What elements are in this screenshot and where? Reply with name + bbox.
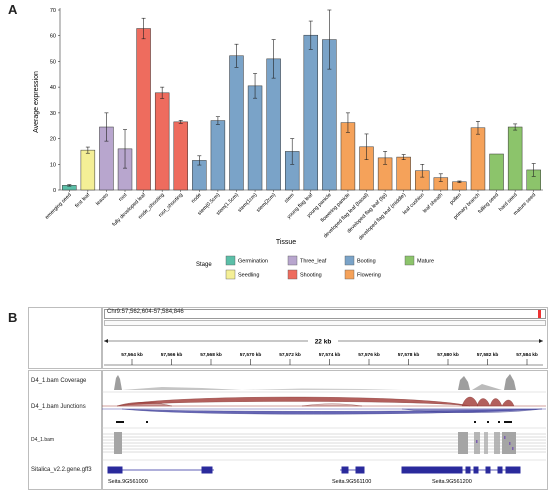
y-tick-label: 0 <box>53 188 56 194</box>
coverage-track <box>114 374 516 390</box>
legend-label-shooting: Shooting <box>300 273 322 279</box>
y-tick-label: 60 <box>50 34 56 40</box>
igv-track-names-panel <box>28 370 102 490</box>
x-tick-label-3: root <box>118 192 129 203</box>
y-tick-label: 30 <box>50 111 56 117</box>
ruler-tick-label: 57,572 kb <box>279 352 301 358</box>
gene-models <box>107 466 521 474</box>
ruler-tick-label: 57,576 kb <box>358 352 380 358</box>
legend-swatch-three_leaf <box>287 255 298 266</box>
expression-bar-chart: 0 10 20 30 40 50 60 70 emerging seed first leaf le… <box>33 8 543 280</box>
stage-legend: Germination Three_leaf Booting Mature Seedli… <box>225 255 434 280</box>
coverage-track-label[interactable]: D4_1.bam Coverage <box>31 378 87 384</box>
ruler-tick-label: 57,580 kb <box>437 352 459 358</box>
ruler-tick-label: 57,582 kb <box>477 352 499 358</box>
legend-label-mature: Mature <box>417 259 434 265</box>
bar-18 <box>396 156 411 191</box>
bar-1 <box>80 149 96 191</box>
y-tick-label: 40 <box>50 85 56 91</box>
junction-arcs-forward <box>116 396 515 407</box>
alignments-track-label[interactable]: D4_1.bam <box>31 437 55 443</box>
bar-6 <box>173 121 188 191</box>
panel-a-letter: A <box>8 2 18 17</box>
ruler-tick-label: 57,566 kb <box>161 352 183 358</box>
x-tick-label-0: emerging seed <box>44 192 73 221</box>
alignment-reads <box>102 433 546 453</box>
locus-text: Chr9:57,562,604-57,584,846 <box>107 309 184 315</box>
legend-swatch-germination <box>225 255 236 266</box>
y-tick-label: 20 <box>50 137 56 143</box>
y-tick-label: 70 <box>50 8 56 14</box>
bar-4 <box>136 28 151 191</box>
x-tick-label-11: stem(2cm) <box>255 192 277 214</box>
bar-5 <box>154 92 170 191</box>
legend-swatch-seedling <box>225 269 236 280</box>
chromosome-position-marker <box>538 310 541 318</box>
bar-9 <box>229 55 244 191</box>
bar-11 <box>266 58 281 191</box>
junction-arcs-reverse <box>121 408 543 415</box>
x-tick-label-2: leaves <box>95 192 110 207</box>
bar-10 <box>247 85 263 191</box>
chromosome-ideogram <box>104 320 546 326</box>
igv-tracks: Seita.9G561000 Seita.9G561100 Seita.9G56… <box>102 374 546 485</box>
legend-swatch-booting <box>344 255 355 266</box>
bar-21 <box>452 181 467 191</box>
x-tick-label-20: leaf sheath <box>422 192 444 214</box>
bar-13 <box>303 34 319 191</box>
x-tick-label-12: stem <box>283 192 295 204</box>
ruler-tick-label: 57,564 kb <box>121 352 143 358</box>
gene-label-2: Seita.9G561100 <box>332 479 371 485</box>
gene-label-1: Seita.9G561000 <box>108 479 148 485</box>
legend-label-seedling: Seedling <box>238 273 259 279</box>
ruler-tick-label: 57,584 kb <box>516 352 538 358</box>
y-tick-label: 50 <box>50 59 56 65</box>
ruler-left-arrow <box>104 339 108 343</box>
legend-label-three_leaf: Three_leaf <box>300 259 327 265</box>
bar-24 <box>507 126 523 191</box>
ruler-tick-label: 57,578 kb <box>398 352 420 358</box>
ruler-tick-label: 57,568 kb <box>200 352 222 358</box>
legend-swatch-shooting <box>287 269 298 280</box>
bar-23 <box>489 153 504 191</box>
gene-label-3: Seita.9G561200 <box>432 479 472 485</box>
ruler-tick-label: 57,570 kb <box>240 352 262 358</box>
ruler-tick-label: 57,574 kb <box>319 352 341 358</box>
legend-title: Stage <box>196 262 212 268</box>
x-tick-label-23: fulling seed <box>477 192 500 215</box>
igv-header-left <box>28 307 102 369</box>
legend-swatch-mature <box>404 255 415 266</box>
x-tick-label-4: fully developed leaf <box>111 192 147 228</box>
ruler-span-label: 22 kb <box>315 339 332 346</box>
legend-label-germination: Germination <box>238 259 268 265</box>
gene-track-label[interactable]: Sitalica_v2.2.gene.gff3 <box>31 467 92 473</box>
y-tick-label: 10 <box>50 162 56 168</box>
mismatch-marks <box>476 436 514 450</box>
bar-15 <box>340 122 356 191</box>
junction-ticks <box>116 421 512 423</box>
x-tick-label-21: pollen <box>449 192 463 206</box>
panel-b-letter: B <box>8 310 18 325</box>
genomic-ruler: 22 kb 57,564 kb 57,566 kb 57,568 kb 57,570 … <box>104 337 543 366</box>
ruler-right-arrow <box>539 339 543 343</box>
junctions-track-label[interactable]: D4_1.bam Junctions <box>31 404 86 410</box>
y-axis-label: Average expression <box>33 71 40 133</box>
locus-box[interactable]: Chr9:57,562,604-57,584,846 <box>104 309 546 319</box>
legend-label-flowering: Flowering <box>357 273 381 279</box>
legend-swatch-flowering <box>344 269 355 280</box>
x-axis-label: Tissue <box>276 239 296 246</box>
x-tick-label-1: first leaf <box>74 192 91 209</box>
bar-8 <box>210 120 226 191</box>
legend-label-booting: Booting <box>357 259 376 265</box>
bar-22 <box>470 127 486 191</box>
x-tick-label-7: node <box>190 192 202 204</box>
